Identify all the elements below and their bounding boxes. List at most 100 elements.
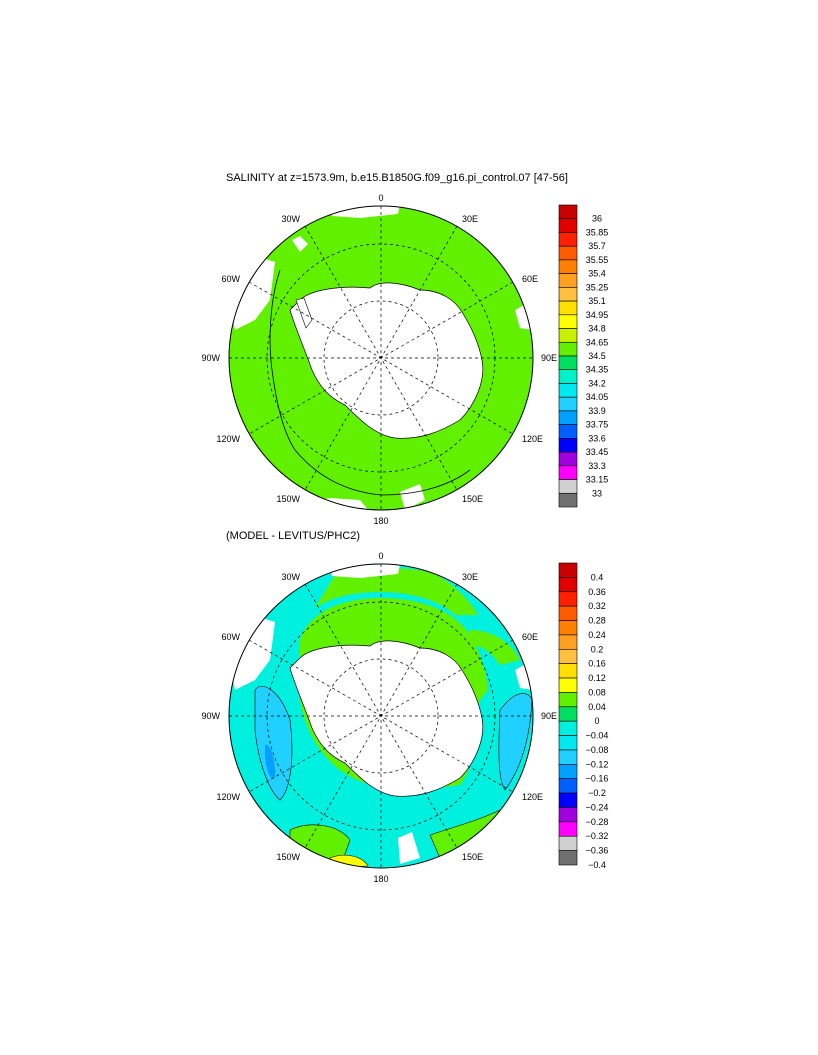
- graticule: [229, 206, 533, 510]
- lon-label: 60W: [221, 632, 240, 642]
- colorbar-swatch: [558, 778, 578, 794]
- lon-label: 0: [378, 551, 383, 561]
- lon-label: 60E: [522, 632, 538, 642]
- graticule: [229, 564, 533, 868]
- colorbar-tick-label: 36: [592, 214, 602, 224]
- colorbar-swatch: [558, 735, 578, 751]
- lon-label: 150E: [462, 494, 483, 504]
- colorbar-swatch: [558, 591, 578, 607]
- colorbar-swatch: [558, 369, 578, 384]
- colorbar-swatch: [558, 396, 578, 412]
- colorbar-tick-label: 35.1: [588, 296, 606, 306]
- colorbar-tick-label: 0.24: [588, 630, 606, 640]
- panel-title-salinity: SALINITY at z=1573.9m, b.e15.B1850G.f09_…: [226, 172, 568, 184]
- antarctica-land: [289, 282, 484, 439]
- salinity-lon-labels: 0 30E 60E 90E 120E 150E 180 150W 120W 90…: [201, 193, 557, 526]
- colorbar-tick-label: 33.3: [588, 461, 606, 471]
- colorbar-swatch: [558, 479, 578, 494]
- colorbar-tick-label: 35.7: [588, 241, 606, 251]
- colorbar-swatch: [558, 605, 578, 621]
- colorbar-tick-label: 34.05: [586, 392, 609, 402]
- panel-title-difference: (MODEL - LEVITUS/PHC2): [226, 530, 361, 542]
- colorbar-swatch: [558, 720, 578, 736]
- colorbar-swatch: [558, 451, 578, 467]
- colorbar-swatch: [558, 620, 578, 636]
- colorbar-tick-label: −0.16: [586, 774, 609, 784]
- colorbar-swatch: [558, 314, 578, 329]
- colorbar-swatch: [558, 634, 578, 650]
- lon-label: 180: [373, 516, 388, 526]
- lon-label: 120E: [522, 792, 543, 802]
- lon-label: 0: [378, 193, 383, 203]
- lon-label: 30E: [462, 214, 478, 224]
- colorbar-tick-label: 0.08: [588, 687, 606, 697]
- colorbar-swatch: [558, 300, 578, 316]
- difference-map: 0 30E 60E 90E 120E 150E 180 150W 120W 90…: [201, 551, 608, 884]
- colorbar-swatch: [558, 562, 578, 578]
- colorbar-swatch: [558, 692, 578, 708]
- colorbar-swatch: [558, 204, 578, 220]
- colorbar-swatch: [558, 341, 578, 357]
- difference-colorbar: 0.4 0.36 0.32 0.28 0.24 0.2 0.16 0.12 0.08 0.04 0 −…: [558, 562, 609, 870]
- colorbar-tick-label: 0.04: [588, 702, 606, 712]
- colorbar-swatch: [558, 792, 578, 808]
- lon-label: 30W: [281, 214, 300, 224]
- colorbar-tick-label: 0: [594, 716, 599, 726]
- lon-label: 60E: [522, 274, 538, 284]
- antarctic-peninsula: [295, 297, 313, 329]
- colorbar-swatch: [558, 273, 578, 288]
- colorbar-tick-label: −0.12: [586, 759, 609, 769]
- colorbar-tick-label: 35.4: [588, 269, 606, 279]
- salinity-map: 0 30E 60E 90E 120E 150E 180 150W 120W 90…: [201, 193, 608, 526]
- colorbar-swatch: [558, 492, 578, 508]
- colorbar-swatch: [558, 648, 578, 664]
- colorbar-swatch: [558, 706, 578, 722]
- lon-label: 150W: [276, 852, 300, 862]
- colorbar-swatch: [558, 355, 578, 371]
- colorbar-swatch: [558, 287, 578, 302]
- colorbar-tick-label: 34.65: [586, 337, 609, 347]
- colorbar-tick-label: −0.24: [586, 802, 609, 812]
- colorbar-swatch: [558, 663, 578, 679]
- colorbar-tick-label: 34.95: [586, 310, 609, 320]
- lon-label: 120W: [216, 434, 240, 444]
- colorbar-tick-label: 35.55: [586, 255, 609, 265]
- lon-label: 150E: [462, 852, 483, 862]
- colorbar-tick-label: −0.04: [586, 731, 609, 741]
- colorbar-tick-label: 33.6: [588, 433, 606, 443]
- colorbar-tick-label: 0.32: [588, 601, 606, 611]
- lon-label: 90W: [201, 353, 220, 363]
- lon-label: 120E: [522, 434, 543, 444]
- colorbar-tick-label: 35.25: [586, 282, 609, 292]
- colorbar-tick-label: 0.16: [588, 659, 606, 669]
- colorbar-tick-label: 0.28: [588, 616, 606, 626]
- colorbar-tick-label: 33: [592, 488, 602, 498]
- colorbar-swatch: [558, 424, 578, 439]
- antarctica-land: [289, 640, 484, 797]
- colorbar-swatch: [558, 438, 578, 453]
- colorbar-tick-label: −0.28: [586, 817, 609, 827]
- colorbar-tick-label: 0.36: [588, 587, 606, 597]
- salinity-contour-line: [269, 269, 471, 496]
- lon-label: 90E: [541, 353, 557, 363]
- lon-label: 90E: [541, 711, 557, 721]
- colorbar-swatch: [558, 328, 578, 343]
- negative-anomaly-region: [254, 685, 293, 801]
- lon-label: 90W: [201, 711, 220, 721]
- colorbar-swatch: [558, 807, 578, 823]
- colorbar-swatch: [558, 410, 578, 425]
- colorbar-swatch: [558, 821, 578, 837]
- colorbar-tick-label: 0.2: [591, 644, 604, 654]
- colorbar-tick-label: 33.15: [586, 475, 609, 485]
- colorbar-swatch: [558, 749, 578, 765]
- salinity-colorbar: 36 35.85 35.7 35.55 35.4 35.25 35.1 34.95 34.8 34…: [558, 204, 609, 508]
- lon-label: 180: [373, 874, 388, 884]
- lon-label: 30W: [281, 572, 300, 582]
- colorbar-swatch: [558, 577, 578, 593]
- colorbar-tick-label: 0.4: [591, 572, 604, 582]
- colorbar-swatch: [558, 677, 578, 693]
- lon-label: 120W: [216, 792, 240, 802]
- colorbar-swatch: [558, 465, 578, 480]
- colorbar-tick-label: 34.35: [586, 365, 609, 375]
